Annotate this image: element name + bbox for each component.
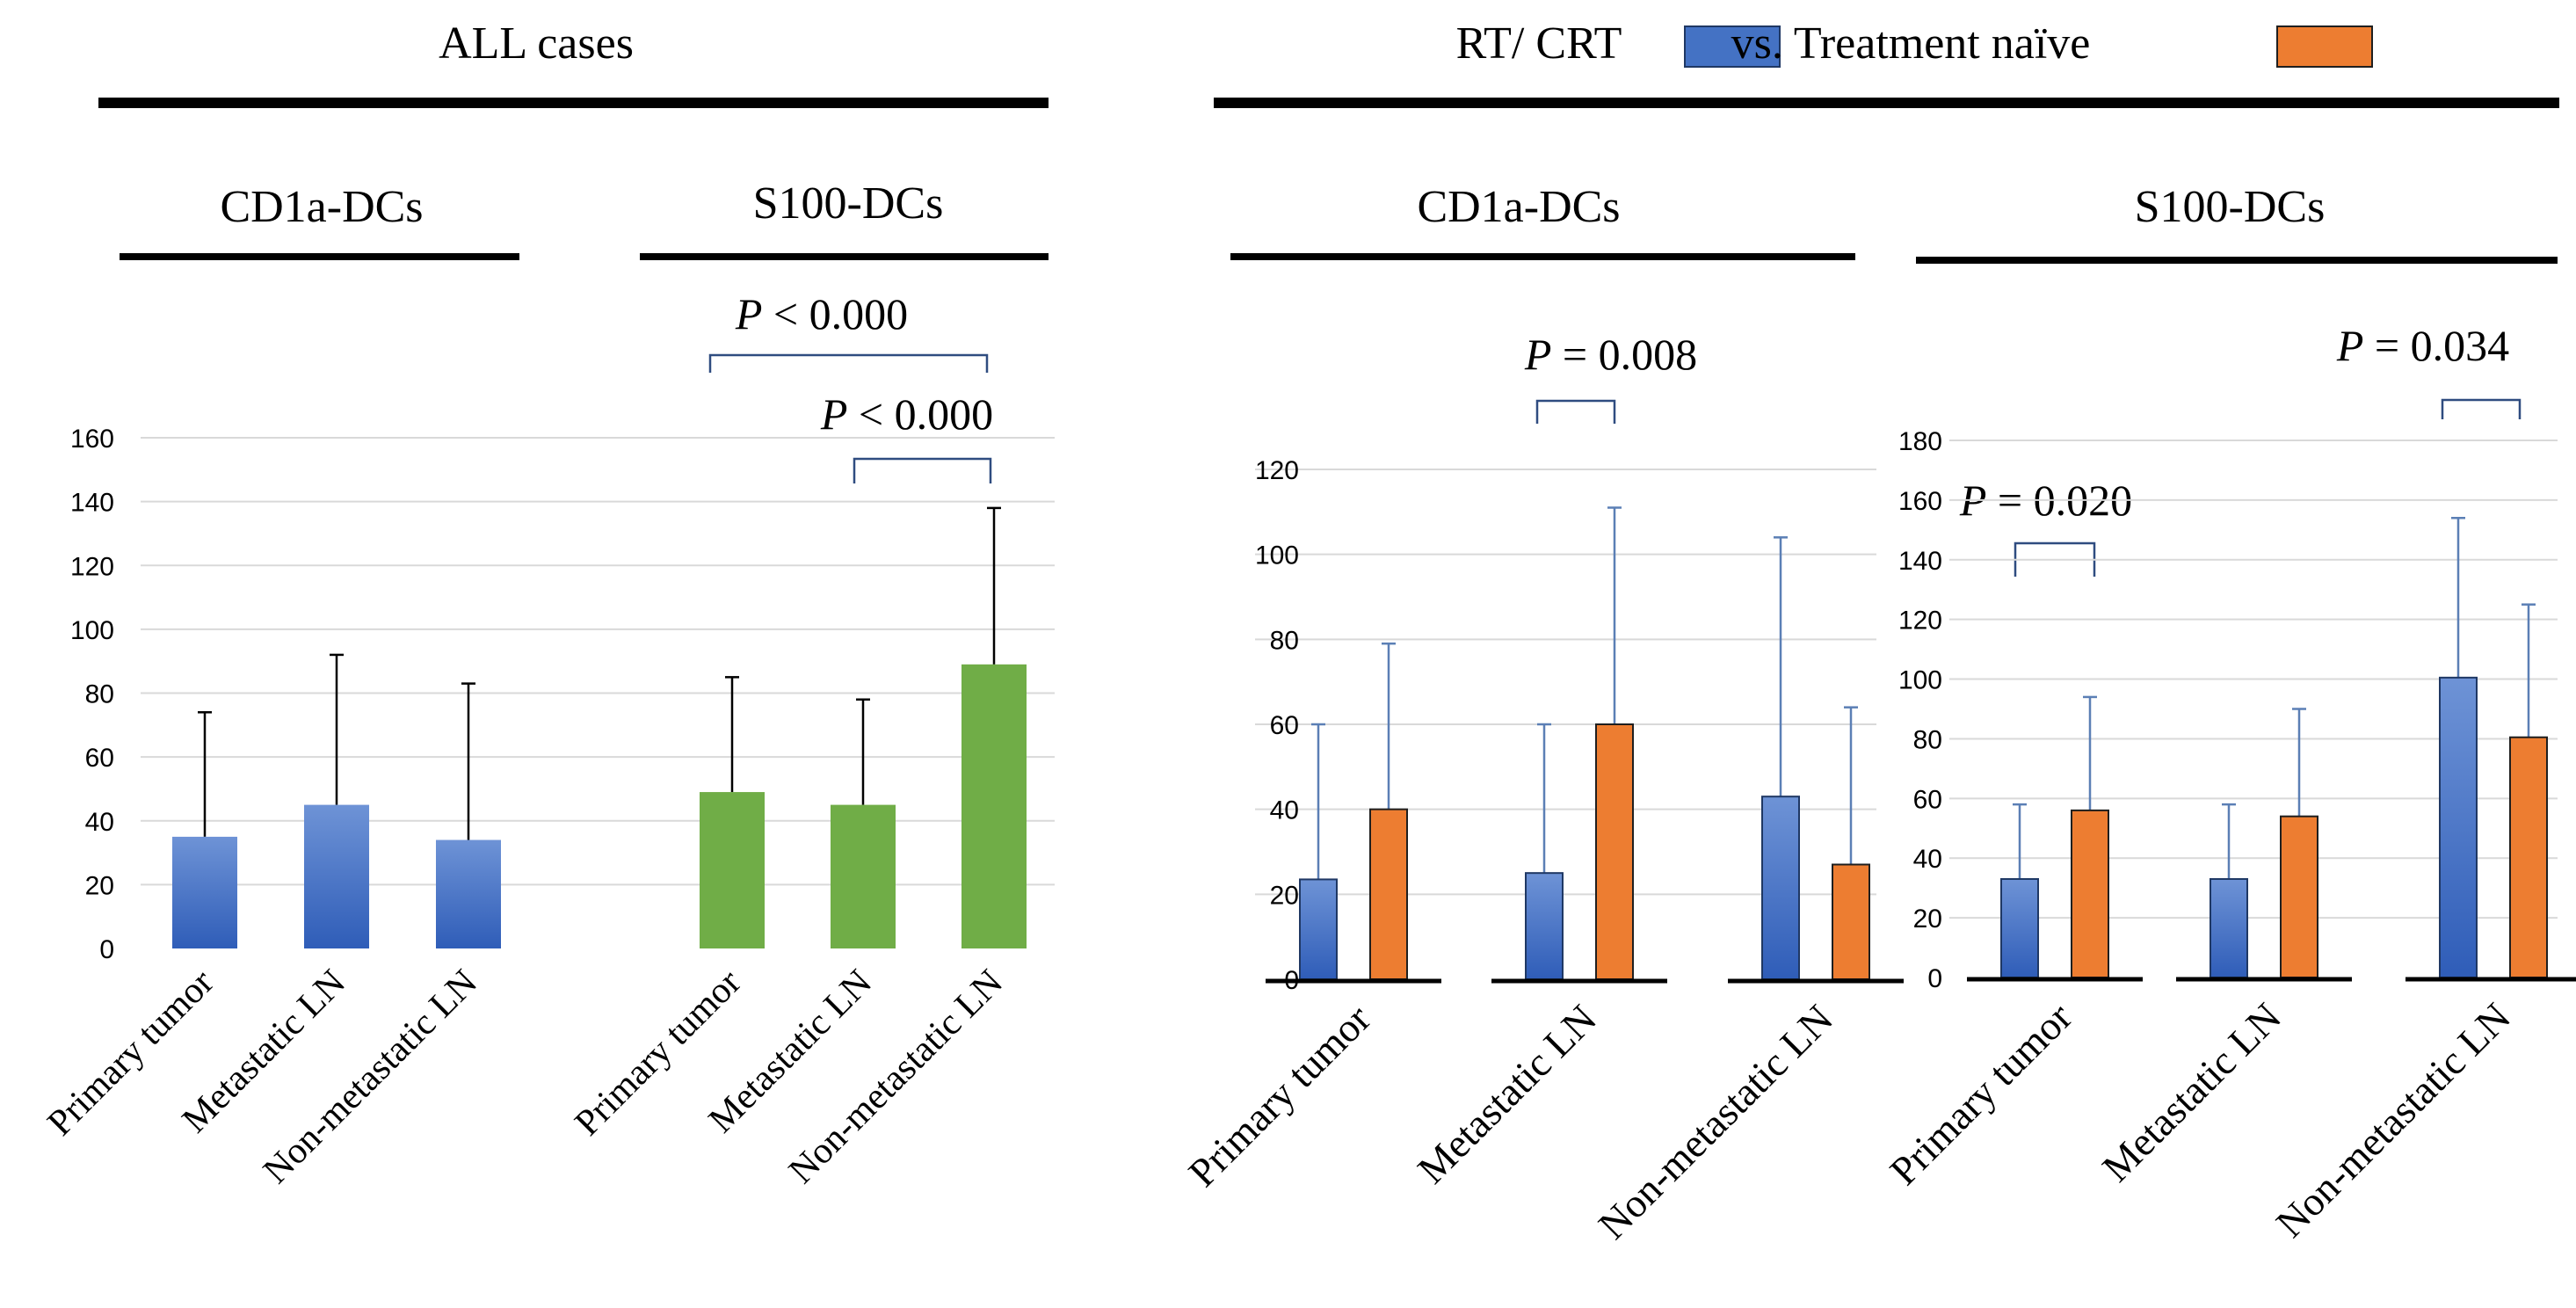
x-label-s100-dcs-non-metastatic-ln: Non-metastatic LN: [2268, 994, 2519, 1246]
y-tick-label: 80: [1913, 725, 1942, 754]
y-tick-label: 100: [1898, 666, 1942, 695]
s100-chart-bars: [2000, 517, 2548, 979]
s100-dcs-primary-tumor-rt-crt-bar: [2000, 877, 2039, 979]
y-tick-label: 160: [1898, 487, 1942, 516]
right-subtitle-cd1a: CD1a-DCs: [1417, 182, 1620, 232]
y-tick-label: 20: [1913, 905, 1942, 934]
right-subtitle-s100-rule: [1916, 257, 2558, 264]
right-panel: RT/ CRT vs. Treatment naïve CD1a-DCs S10…: [1179, 18, 2576, 1247]
s100-dcs-primary-tumor-bar: [700, 792, 765, 948]
x-label-cd1a-dcs-primary-tumor: Primary tumor: [1179, 996, 1379, 1195]
left-subtitle-cd1a: CD1a-DCs: [220, 182, 423, 232]
cd1a-dcs-metastatic-ln-rt-crt-bar: [1525, 872, 1564, 981]
right-subtitle-cd1a-rule: [1230, 253, 1855, 260]
y-tick-label: 140: [70, 489, 114, 518]
left-subtitle-s100-rule: [640, 253, 1049, 260]
x-label-cd1a-dcs-non-metastatic-ln: Non-metastatic LN: [1590, 996, 1841, 1247]
y-tick-label: 20: [1270, 881, 1299, 910]
y-tick-label: 40: [85, 808, 114, 837]
right-title-rule: [1214, 98, 2559, 108]
left-stat-1: P < 0.000: [735, 289, 908, 338]
x-label-s100-dcs-metastatic-ln: Metastatic LN: [2093, 994, 2289, 1190]
y-tick-label: 180: [1898, 427, 1942, 456]
y-tick-label: 120: [70, 552, 114, 581]
y-tick-label: 60: [85, 744, 114, 773]
left-subtitle-cd1a-rule: [120, 253, 519, 260]
y-tick-label: 100: [1255, 541, 1299, 570]
s100-chart-x-axis: Primary tumor Metastatic LNNon-metastatic…: [1881, 994, 2519, 1246]
y-tick-label: 40: [1270, 796, 1299, 825]
s100-dcs-metastatic-ln-bar: [831, 804, 896, 948]
y-tick-label: 20: [85, 871, 114, 900]
left-title: ALL cases: [439, 18, 634, 69]
cd1a-dcs-metastatic-ln-treatment-na-ve-bar: [1595, 723, 1634, 980]
s100-dcs-non-metastatic-ln-bar: [961, 664, 1027, 948]
left-stat-2-bracket: [853, 457, 992, 483]
y-tick-label: 120: [1255, 456, 1299, 485]
right-stat-cd1a-bracket: [1535, 399, 1616, 424]
right-title-part2: vs. Treatment naïve: [1731, 18, 2091, 69]
y-tick-label: 80: [1270, 626, 1299, 655]
left-chart-grid: [141, 437, 1055, 886]
cd1a-chart-x-axis: Primary tumor Metastatic LNNon-metastatic…: [1179, 996, 1841, 1247]
cd1a-dcs-primary-tumor-rt-crt-bar: [1299, 878, 1338, 981]
y-tick-label: 80: [85, 680, 114, 709]
cd1a-dcs-non-metastatic-ln-treatment-na-ve-bar: [1832, 863, 1870, 980]
s100-chart-y-axis: 0 20 40 60 80 100 120 140 160 180: [1898, 427, 1942, 993]
s100-dcs-non-metastatic-ln-treatment-na-ve-bar: [2509, 736, 2548, 978]
right-stat-s100-nonmet-bracket: [2441, 398, 2522, 419]
cd1a-dcs-primary-tumor-bar: [172, 836, 237, 948]
s100-dcs-non-metastatic-ln-rt-crt-bar: [2439, 676, 2478, 978]
left-stat-1-bracket: [708, 353, 989, 373]
cd1a-dcs-metastatic-ln-bar: [304, 804, 369, 948]
legend-swatch-treatment-naive: [2276, 25, 2373, 68]
s100-dcs-metastatic-ln-treatment-na-ve-bar: [2280, 815, 2318, 979]
left-chart-bars: [172, 506, 1027, 948]
y-tick-label: 0: [1927, 964, 1942, 993]
y-tick-label: 40: [1913, 845, 1942, 874]
cd1a-dcs-non-metastatic-ln-rt-crt-bar: [1761, 796, 1800, 981]
x-label-cd1a-dcs-metastatic-ln: Metastatic LN: [1409, 996, 1605, 1192]
right-title-part1: RT/ CRT: [1456, 18, 1622, 69]
legend-swatch-rt-crt: [1684, 25, 1781, 68]
y-tick-label: 160: [70, 425, 114, 454]
y-tick-label: 100: [70, 616, 114, 645]
y-tick-label: 120: [1898, 607, 1942, 636]
cd1a-dcs-primary-tumor-treatment-na-ve-bar: [1369, 808, 1408, 981]
right-subtitle-s100: S100-DCs: [2135, 182, 2326, 232]
cd1a-chart-grid: [1255, 469, 1876, 896]
left-chart-y-axis: 0 20 40 60 80 100 120 140 160: [70, 425, 114, 964]
s100-dcs-primary-tumor-treatment-na-ve-bar: [2071, 809, 2109, 979]
right-stat-s100-nonmet: P = 0.034: [2336, 321, 2509, 370]
left-stat-2: P < 0.000: [820, 389, 993, 439]
right-stat-cd1a: P = 0.008: [1524, 330, 1697, 379]
cd1a-chart-bars: [1299, 506, 1870, 981]
y-tick-label: 60: [1270, 711, 1299, 740]
left-title-rule: [98, 98, 1049, 108]
x-label-s100-dcs-primary-tumor: Primary tumor: [1881, 994, 2080, 1194]
left-subtitle-s100: S100-DCs: [753, 178, 944, 229]
y-tick-label: 0: [99, 935, 114, 964]
cd1a-dcs-non-metastatic-ln-bar: [436, 839, 501, 948]
y-tick-label: 140: [1898, 547, 1942, 576]
left-panel: ALL cases CD1a-DCs S100-DCs P < 0.000 P …: [40, 18, 1055, 1192]
y-tick-label: 60: [1913, 785, 1942, 814]
s100-dcs-metastatic-ln-rt-crt-bar: [2210, 877, 2248, 979]
